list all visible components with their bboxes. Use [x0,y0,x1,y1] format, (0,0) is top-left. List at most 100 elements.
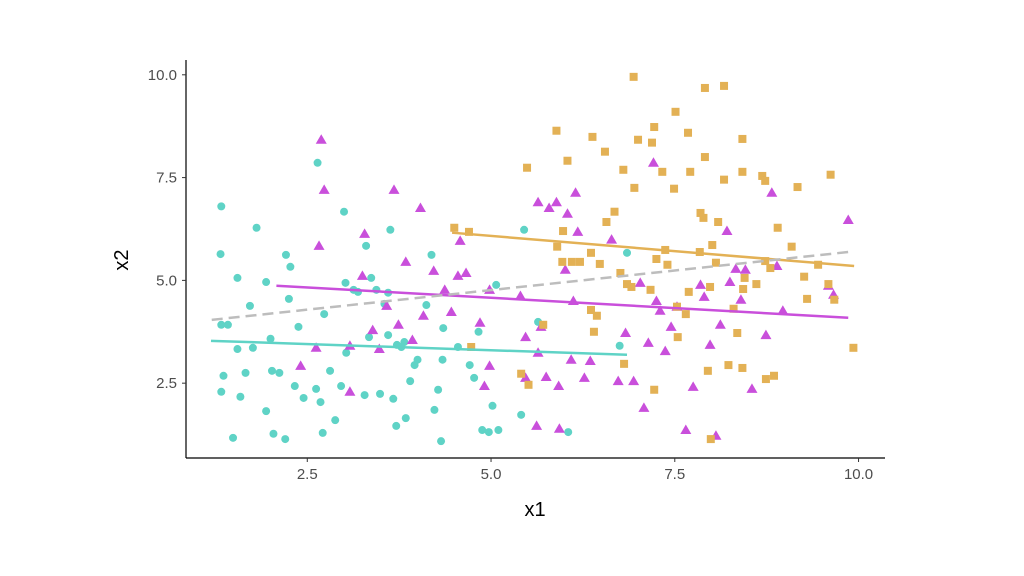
point-circle [389,394,398,403]
point-square [681,310,690,319]
point-square [729,304,738,313]
point-triangle [628,375,640,386]
point-triangle [714,319,726,329]
point-square [553,242,562,251]
point-triangle [559,264,571,274]
point-square [738,167,747,176]
point-square [552,126,561,135]
point-triangle [310,342,322,352]
point-triangle [460,267,472,277]
point-triangle [698,291,710,301]
point-triangle [532,196,544,207]
point-triangle [650,295,662,305]
point-circle [326,366,335,375]
point-triangle [766,187,778,197]
point-square [733,329,742,338]
point-triangle [367,324,379,335]
point-circle [248,343,257,352]
point-square [630,183,639,192]
point-square [720,81,729,90]
point-square [684,287,693,296]
point-circle [318,428,327,437]
point-triangle [695,279,707,289]
point-square [773,223,782,232]
point-circle [342,348,351,357]
point-triangle [760,329,772,340]
point-triangle [392,319,404,329]
x-tick-label: 2.5 [297,466,318,483]
point-triangle [514,290,526,301]
point-circle [266,334,275,343]
point-triangle [777,305,789,315]
point-square [708,241,717,250]
point-square [826,170,835,179]
point-circle [223,320,232,329]
point-triangle [730,263,742,273]
point-square [567,257,576,266]
point-triangle [520,372,532,382]
point-circle [337,382,346,391]
point-square [770,371,779,380]
point-square [800,272,809,281]
point-triangle [572,226,584,236]
point-circle [262,278,271,287]
point-square [752,280,761,289]
fit-line-0 [210,339,628,357]
point-circle [294,322,303,331]
point-square [650,385,659,394]
point-triangle [313,240,325,250]
point-square [450,223,459,232]
point-square [720,175,729,184]
point-circle [470,373,479,382]
point-triangle [704,339,716,349]
point-square [673,333,682,342]
point-triangle [642,337,654,347]
point-square [524,380,533,389]
point-triangle [381,300,393,310]
point-circle [262,407,271,416]
point-circle [517,410,526,419]
plot-area [210,72,858,446]
point-square [758,171,767,180]
point-square [814,260,823,269]
point-circle [376,389,385,398]
point-circle [430,405,439,414]
point-square [670,184,679,193]
point-triangle [612,375,624,386]
point-square [539,320,548,329]
point-triangle [445,306,457,317]
point-circle [281,250,290,259]
point-square [706,282,715,291]
point-circle [427,250,436,259]
point-square [663,260,672,269]
point-circle [465,361,474,370]
point-triangle [578,372,590,382]
point-circle [290,382,299,391]
point-triangle [540,371,552,382]
point-triangle [478,380,490,391]
point-square [588,132,597,141]
point-circle [484,428,493,437]
point-triangle [739,264,751,274]
point-square [696,208,705,217]
point-triangle [295,360,307,370]
point-square [761,257,770,266]
point-circle [252,223,261,232]
point-square [558,257,567,266]
x-tick-label: 5.0 [481,466,502,483]
point-circle [362,241,371,250]
point-circle [488,401,497,410]
point-circle [406,377,415,386]
point-circle [236,392,245,401]
y-tick-label: 7.5 [156,170,177,187]
point-square [739,285,748,294]
point-triangle [400,256,412,266]
point-triangle [318,184,330,194]
point-triangle [373,343,385,354]
axis-ticks: 2.5 5.0 7.5 10.0 2.5 5.0 7.5 10.0 [148,67,873,483]
point-triangle [520,331,532,342]
point-triangle [439,284,451,294]
point-square [616,268,625,277]
x-tick-label: 7.5 [664,466,685,483]
